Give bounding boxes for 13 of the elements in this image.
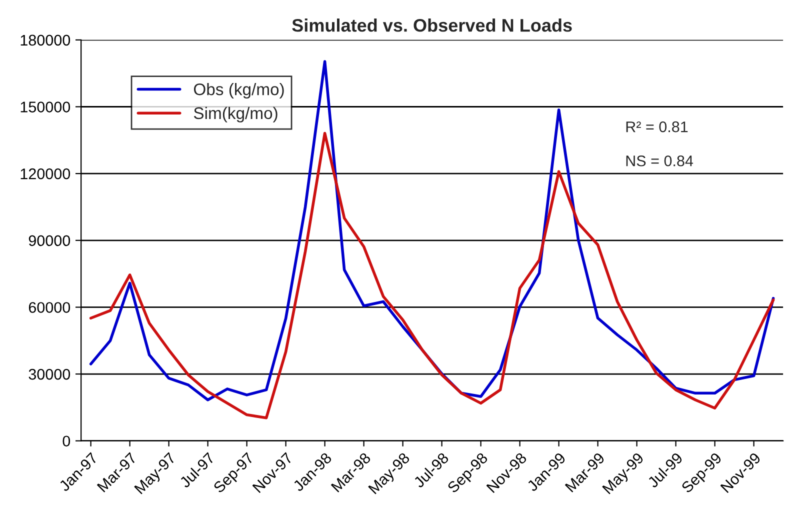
legend-label: Obs (kg/mo)	[194, 83, 284, 99]
chart-title: Simulated vs. Observed N Loads	[292, 18, 572, 32]
y-tick-label: 60000	[28, 302, 70, 313]
line-series	[89, 132, 775, 420]
legend-label: Sim(kg/mo)	[194, 106, 278, 122]
y-tick-label: 150000	[20, 102, 70, 112]
annotation: R² = 0.81	[626, 121, 688, 132]
y-tick-label: 0	[62, 436, 70, 447]
y-tick-label: 30000	[28, 368, 70, 380]
y-tick-label: 120000	[20, 168, 70, 180]
y-tick-label: 90000	[28, 235, 70, 246]
y-tick-label: 180000	[20, 34, 70, 46]
annotation: NS = 0.84	[626, 155, 694, 166]
